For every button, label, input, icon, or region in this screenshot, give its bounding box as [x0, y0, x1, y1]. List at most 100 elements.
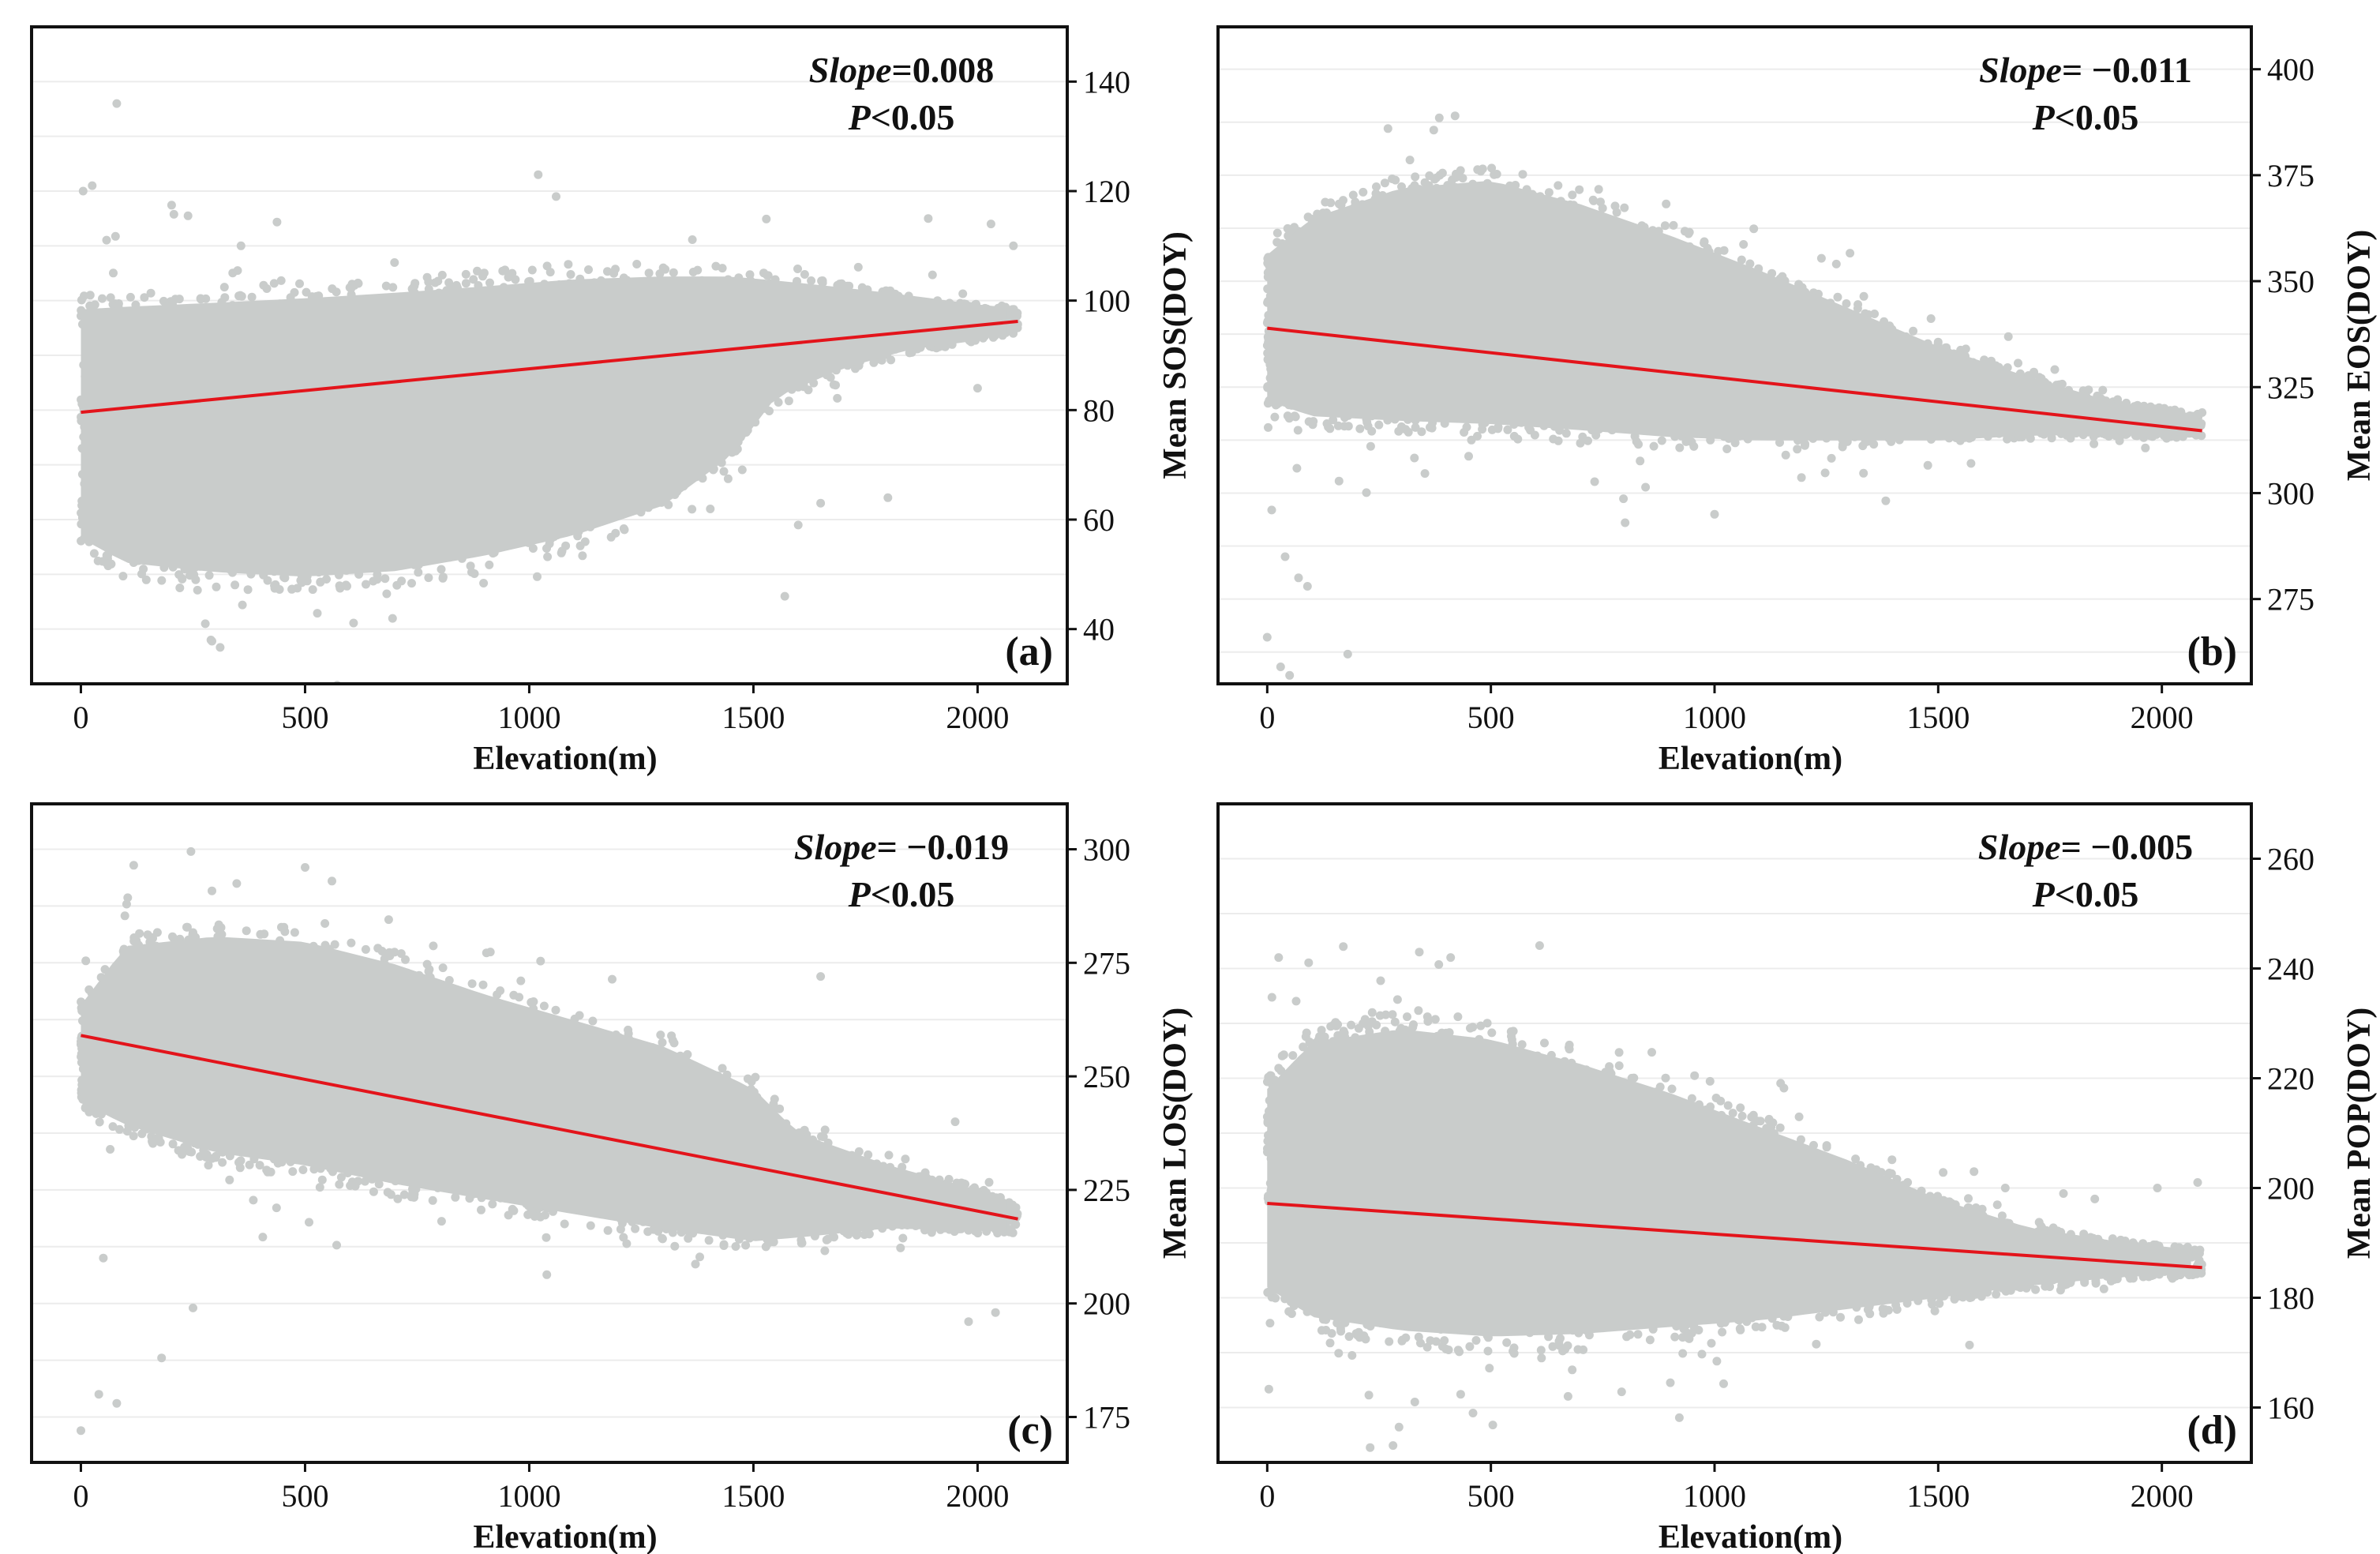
panel-b-point	[1675, 443, 1685, 452]
panel-b-point	[1380, 178, 1389, 188]
panel-b-point	[1437, 168, 1447, 178]
panel-b-point	[1612, 208, 1621, 217]
panel-b-point	[1359, 187, 1368, 197]
panel-a-y-tick-label: 60	[1083, 502, 1115, 538]
panel-a-point	[118, 572, 128, 581]
panel-b-point	[2066, 434, 2075, 443]
panel-a-point	[763, 271, 773, 280]
panel-a-point	[669, 268, 678, 277]
panel-b-point	[1324, 422, 1333, 432]
panel-a-point	[157, 576, 167, 585]
panel-a-point	[381, 281, 391, 291]
panel-b-point	[1270, 412, 1280, 422]
panel-b-point	[2141, 443, 2150, 452]
panel-a-point	[479, 579, 489, 587]
panel-b-point	[2014, 358, 2022, 368]
panel-a-point	[236, 241, 245, 250]
panel-a-point	[485, 278, 494, 287]
panel-b-point	[1544, 188, 1554, 197]
panel-a-outlier-point	[78, 186, 88, 196]
panel-a-point	[485, 560, 494, 569]
panel-b-point	[1503, 425, 1512, 434]
panel-b-point	[1923, 460, 1932, 470]
panel-b-point	[1293, 426, 1302, 435]
panel-a-outlier-point	[112, 99, 122, 108]
panel-a-point	[137, 569, 146, 579]
panel-b-point	[1372, 182, 1381, 191]
panel-a-point	[106, 293, 115, 302]
panel-a-p-value: <0.05	[871, 97, 955, 137]
panel-a-slope-annotation: Slope=0.008	[809, 50, 995, 90]
panel-a-point	[869, 358, 879, 367]
panel-b-point	[1264, 422, 1272, 432]
panel-a-point	[302, 576, 312, 586]
panel-b-point	[1321, 197, 1330, 207]
panel-a-point	[193, 585, 202, 595]
panel-a-point	[275, 585, 284, 594]
panel-a-point	[388, 614, 397, 623]
panel-a-point	[833, 393, 842, 403]
panel-a-y-tick-label: 120	[1083, 174, 1130, 209]
panel-a-point	[102, 235, 111, 245]
panel-b-point	[2098, 385, 2108, 395]
panel-a-outlier-point	[1009, 241, 1018, 250]
panel-b-point	[1926, 314, 1936, 323]
panel-a-point	[397, 576, 407, 586]
panel-a-point	[723, 474, 733, 483]
panel-a-point	[422, 272, 432, 282]
panel-a-point	[146, 288, 156, 298]
panel-b-point	[1417, 427, 1426, 437]
panel-b-point	[2050, 365, 2060, 374]
panel-a-outlier-point	[534, 170, 543, 179]
panel-a-point	[718, 264, 727, 273]
panel-a-point	[219, 283, 229, 292]
panel-a-point	[98, 294, 107, 303]
panel-a-scatter-points	[77, 99, 1022, 684]
panel-a-point	[807, 276, 816, 285]
panel-a-point	[578, 551, 587, 561]
panel-a-point	[89, 549, 99, 558]
panel-a-point	[774, 398, 783, 407]
panel-b-point	[1561, 429, 1571, 438]
panel-a-point	[231, 580, 240, 590]
panel-b-point	[1680, 227, 1689, 236]
panel-a-point	[335, 581, 344, 591]
panel-a-x-tick-label: 0	[73, 700, 88, 735]
panel-a-point	[619, 524, 628, 533]
panel-b-point	[1283, 411, 1292, 421]
panel-a-point	[632, 260, 642, 268]
panel-a-slope-value: =0.008	[892, 50, 995, 90]
panel-a-y-tick-label: 40	[1083, 612, 1115, 648]
panel-b-point	[1681, 437, 1691, 446]
panel-a-point	[461, 269, 470, 279]
panel-a-point	[575, 541, 585, 550]
panel-a-point	[545, 539, 554, 549]
panel-a-point	[373, 570, 382, 580]
panel-a-outlier-point	[973, 384, 982, 393]
panel-a-point	[478, 272, 487, 281]
panel-a-point	[414, 568, 423, 577]
panel-a-outlier-point	[816, 498, 826, 508]
panel-b-point	[1549, 434, 1558, 444]
panel-a-point	[438, 573, 448, 583]
panel-a-point	[609, 268, 619, 278]
panel-a-point	[238, 600, 247, 610]
panel-a-point	[557, 548, 566, 557]
panel-a-point	[467, 568, 476, 577]
panel-a-point	[109, 268, 118, 278]
panel-a-point	[287, 584, 297, 594]
panel-a-point	[793, 265, 802, 273]
panel-a-y-tick-label: 140	[1083, 64, 1130, 99]
panel-b-point	[1689, 441, 1699, 451]
panel-b-point	[1411, 422, 1420, 432]
panel-a-point	[928, 270, 937, 280]
panel-b-point	[1420, 469, 1430, 479]
panel-a-point	[295, 279, 304, 288]
panel-a-point	[243, 585, 253, 595]
panel-b-point	[1781, 450, 1790, 460]
panel-b-point	[1272, 238, 1282, 247]
panel-a-point	[175, 584, 185, 592]
panel-b-point	[1292, 464, 1302, 473]
panel-b-point	[2090, 439, 2099, 449]
